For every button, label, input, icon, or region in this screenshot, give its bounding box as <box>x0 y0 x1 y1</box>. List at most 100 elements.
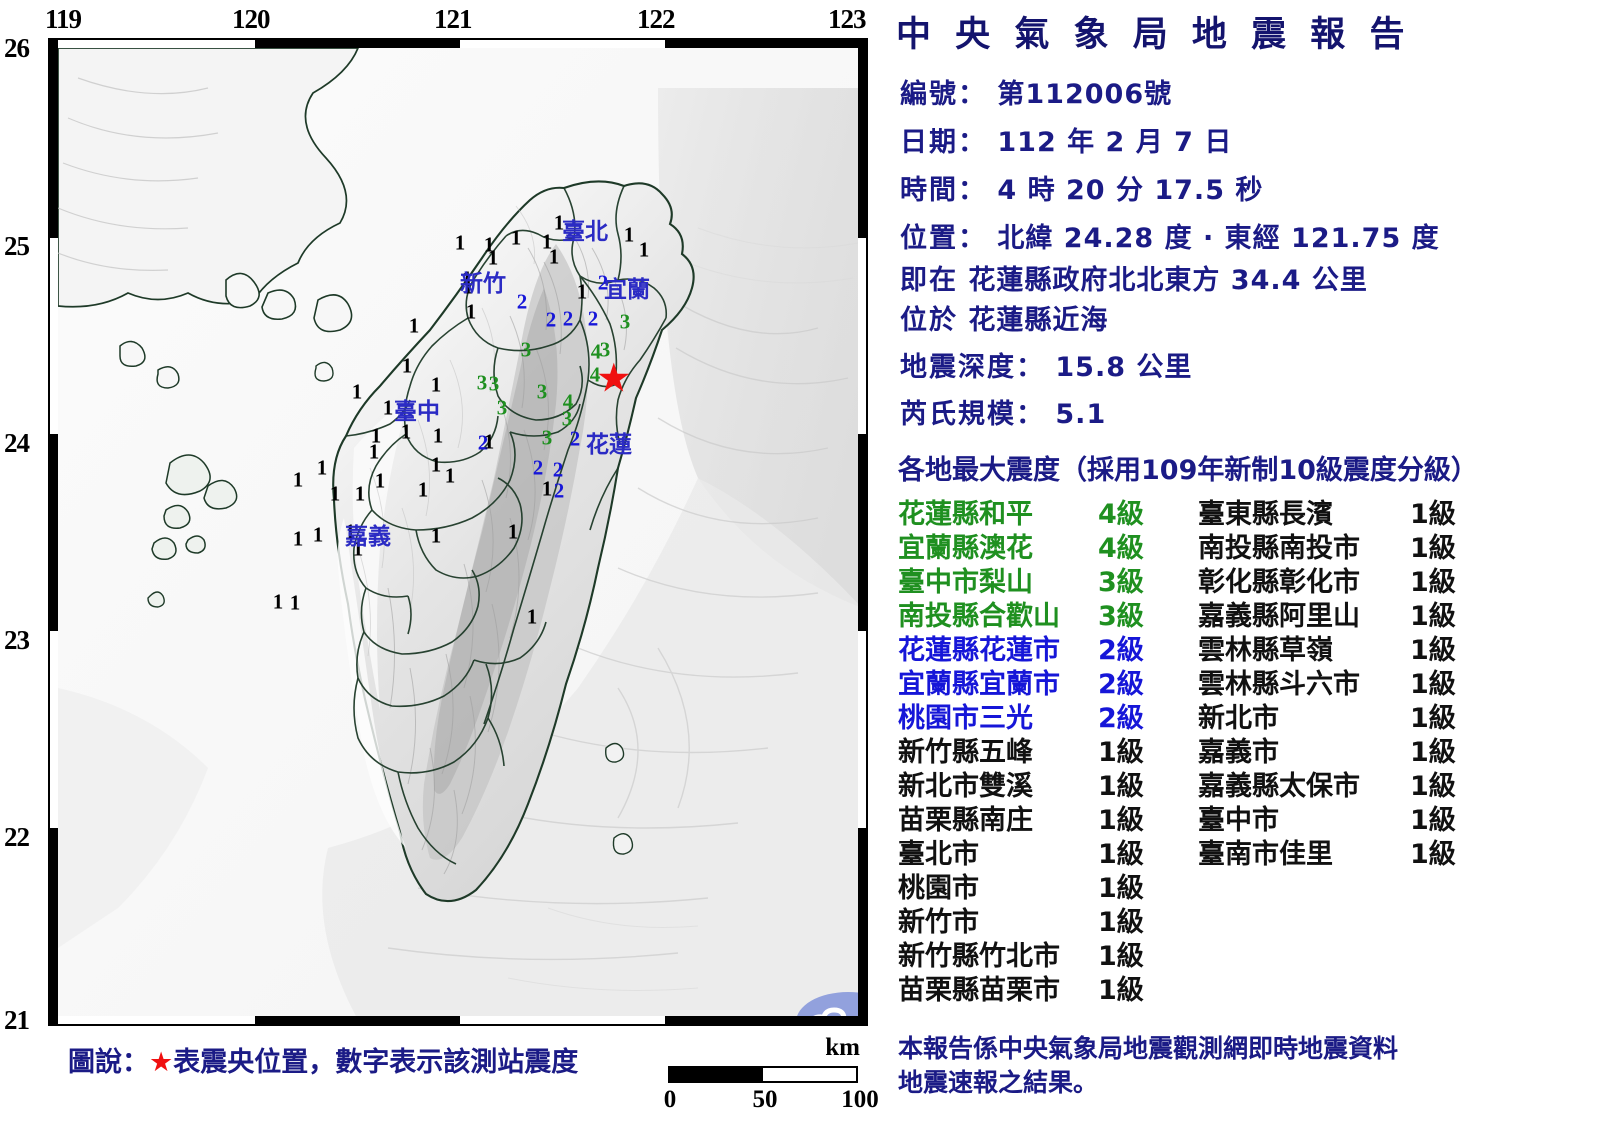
earthquake-report-panel: 中 央 氣 象 局 地 震 報 告 編號： 第112006號 日期： 112 年 … <box>888 0 1600 1133</box>
intensity-location-name: 彰化縣彰化市 <box>1198 567 1360 598</box>
intensity-level-value: 3級 <box>1098 601 1144 632</box>
intensity-location-name: 苗栗縣苗栗市 <box>898 975 1060 1006</box>
intensity-location-name: 宜蘭縣宜蘭市 <box>898 669 1060 700</box>
intensity-location-name: 桃園市三光 <box>898 703 1033 734</box>
intensity-location-name: 臺北市 <box>898 839 979 870</box>
intensity-row: 宜蘭縣宜蘭市 2級 <box>898 662 1198 700</box>
intensity-level-value: 2級 <box>1098 703 1144 734</box>
intensity-location-name: 嘉義縣太保市 <box>1198 771 1360 802</box>
intensity-location-name: 臺中市梨山 <box>898 567 1033 598</box>
intensity-level-value: 1級 <box>1098 839 1144 870</box>
intensity-location-name: 新北市雙溪 <box>898 771 1033 802</box>
intensity-row: 南投縣南投市 1級 <box>1198 526 1598 564</box>
intensity-location-name: 臺中市 <box>1198 805 1279 836</box>
intensity-level-value: 2級 <box>1098 669 1144 700</box>
report-field: 時間： 4 時 20 分 17.5 秒 <box>900 168 1263 207</box>
lat-tick-21: 21 <box>4 1005 30 1035</box>
intensity-column-right: 臺東縣長濱 1級 南投縣南投市 1級 彰化縣彰化市 1級 嘉義縣阿里山 1級 雲林縣草嶺 1級 雲林… <box>1198 492 1598 870</box>
intensity-level-value: 4級 <box>1098 533 1144 564</box>
intensity-location-name: 苗栗縣南庄 <box>898 805 1033 836</box>
intensity-row: 苗栗縣南庄 1級 <box>898 798 1198 836</box>
intensity-level-value: 1級 <box>1410 601 1456 632</box>
intensity-row: 苗栗縣苗栗市 1級 <box>898 968 1198 1006</box>
intensity-level-value: 1級 <box>1098 941 1144 972</box>
intensity-location-name: 新竹縣五峰 <box>898 737 1033 768</box>
legend-star-icon: ★ <box>149 1047 174 1078</box>
intensity-row: 新北市 1級 <box>1198 696 1598 734</box>
intensity-section-heading: 各地最大震度（採用109年新制10級震度分級） <box>898 455 1478 486</box>
page-title: 中 央 氣 象 局 地 震 報 告 <box>896 15 1411 55</box>
frame-tick <box>50 40 58 238</box>
lat-tick-26: 26 <box>4 33 30 63</box>
intensity-column-left: 花蓮縣和平 4級 宜蘭縣澳花 4級 臺中市梨山 3級 南投縣合歡山 3級 花蓮縣花蓮市 2級 宜蘭縣… <box>898 492 1198 1006</box>
scale-unit-label: km <box>825 1034 860 1061</box>
intensity-row: 宜蘭縣澳花 4級 <box>898 526 1198 564</box>
intensity-level-value: 1級 <box>1410 737 1456 768</box>
intensity-location-name: 嘉義市 <box>1198 737 1279 768</box>
report-field-label: 時間： <box>900 175 987 206</box>
report-field-label: 位置： <box>900 223 987 254</box>
frame-tick <box>50 828 58 1024</box>
report-field-label: 即在 <box>900 265 958 296</box>
intensity-row: 花蓮縣和平 4級 <box>898 492 1198 530</box>
intensity-level-value: 1級 <box>1098 873 1144 904</box>
frame-tick <box>50 434 58 631</box>
report-field-value: 15.8 公里 <box>1045 352 1193 383</box>
intensity-row: 新竹縣五峰 1級 <box>898 730 1198 768</box>
lon-tick-123: 123 <box>828 4 866 34</box>
scale-tick-50: 50 <box>752 1086 778 1113</box>
intensity-level-value: 1級 <box>1410 771 1456 802</box>
frame-tick <box>665 1016 866 1024</box>
intensity-location-name: 雲林縣草嶺 <box>1198 635 1333 666</box>
scale-tick-0: 0 <box>663 1086 677 1113</box>
legend-caption: 圖說：★表震央位置，數字表示該測站震度 <box>68 1040 578 1079</box>
intensity-row: 桃園市三光 2級 <box>898 696 1198 734</box>
map-panel: 119 120 121 122 123 26 25 24 23 22 21 <box>4 4 879 1113</box>
report-footer-note: 本報告係中央氣象局地震觀測網即時地震資料 地震速報之結果。 <box>898 1034 1399 1097</box>
report-field: 即在 花蓮縣政府北北東方 34.4 公里 <box>900 258 1368 297</box>
intensity-level-value: 1級 <box>1098 907 1144 938</box>
intensity-level-value: 3級 <box>1098 567 1144 598</box>
cwb-logo-icon <box>797 992 858 1016</box>
report-field-label: 位於 <box>900 305 958 336</box>
report-field-label: 芮氏規模： <box>900 399 1045 430</box>
intensity-location-name: 臺南市佳里 <box>1198 839 1333 870</box>
intensity-location-name: 花蓮縣和平 <box>898 499 1033 530</box>
scale-bar <box>668 1066 858 1083</box>
report-field-value: 112 年 2 月 7 日 <box>987 127 1233 158</box>
report-field: 位置： 北緯 24.28 度 · 東經 121.75 度 <box>900 216 1440 255</box>
intensity-location-name: 南投縣合歡山 <box>898 601 1060 632</box>
report-field-label: 地震深度： <box>900 352 1045 383</box>
intensity-location-name: 花蓮縣花蓮市 <box>898 635 1060 666</box>
intensity-level-value: 1級 <box>1098 805 1144 836</box>
intensity-location-name: 新竹縣竹北市 <box>898 941 1060 972</box>
intensity-row: 臺東縣長濱 1級 <box>1198 492 1598 530</box>
intensity-location-name: 南投縣南投市 <box>1198 533 1360 564</box>
intensity-location-name: 桃園市 <box>898 873 979 904</box>
intensity-row: 臺中市 1級 <box>1198 798 1598 836</box>
intensity-level-value: 1級 <box>1410 703 1456 734</box>
frame-tick <box>858 434 866 631</box>
intensity-level-value: 1級 <box>1410 499 1456 530</box>
intensity-level-value: 1級 <box>1410 567 1456 598</box>
intensity-location-name: 嘉義縣阿里山 <box>1198 601 1360 632</box>
intensity-row: 臺中市梨山 3級 <box>898 560 1198 598</box>
intensity-row: 彰化縣彰化市 1級 <box>1198 560 1598 598</box>
intensity-location-name: 臺東縣長濱 <box>1198 499 1333 530</box>
scale-bar-filled <box>670 1068 763 1081</box>
frame-tick <box>665 40 866 48</box>
intensity-row: 南投縣合歡山 3級 <box>898 594 1198 632</box>
lat-tick-25: 25 <box>4 231 30 261</box>
report-field: 位於 花蓮縣近海 <box>900 298 1108 337</box>
frame-tick <box>858 40 866 238</box>
lon-tick-121: 121 <box>434 4 472 34</box>
taiwan-basemap <box>58 48 858 1016</box>
scale-tick-100: 100 <box>841 1086 879 1113</box>
report-field: 地震深度： 15.8 公里 <box>900 345 1192 384</box>
intensity-level-value: 1級 <box>1410 669 1456 700</box>
report-field: 日期： 112 年 2 月 7 日 <box>900 120 1232 159</box>
intensity-location-name: 雲林縣斗六市 <box>1198 669 1360 700</box>
legend-prefix: 圖說： <box>68 1047 149 1078</box>
lat-tick-22: 22 <box>4 822 30 852</box>
